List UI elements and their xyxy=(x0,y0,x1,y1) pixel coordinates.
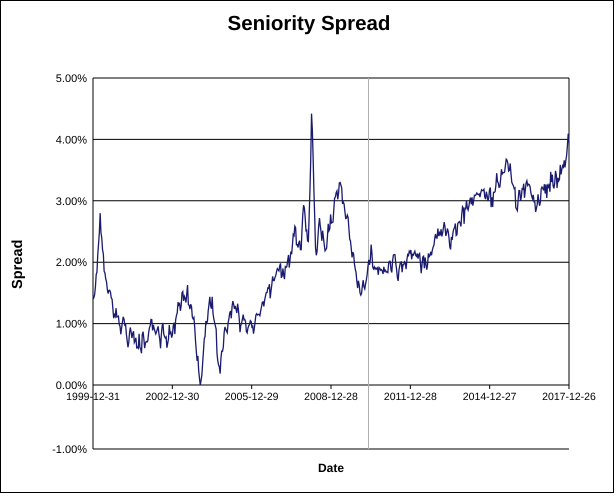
svg-text:2002-12-30: 2002-12-30 xyxy=(145,391,199,403)
svg-text:2005-12-29: 2005-12-29 xyxy=(225,391,279,403)
svg-text:2014-12-27: 2014-12-27 xyxy=(463,391,517,403)
svg-text:3.00%: 3.00% xyxy=(56,196,87,208)
svg-text:5.00%: 5.00% xyxy=(56,73,87,85)
svg-text:2017-12-26: 2017-12-26 xyxy=(542,391,596,403)
svg-text:-1.00%: -1.00% xyxy=(52,444,87,456)
svg-text:1999-12-31: 1999-12-31 xyxy=(66,391,120,403)
svg-text:1.00%: 1.00% xyxy=(56,319,87,331)
svg-text:2011-12-28: 2011-12-28 xyxy=(384,391,437,403)
svg-text:2.00%: 2.00% xyxy=(56,257,87,269)
svg-text:Date: Date xyxy=(318,461,344,475)
svg-text:4.00%: 4.00% xyxy=(56,134,87,146)
svg-text:2008-12-28: 2008-12-28 xyxy=(304,391,358,403)
svg-text:Seniority Spread: Seniority Spread xyxy=(228,12,391,35)
